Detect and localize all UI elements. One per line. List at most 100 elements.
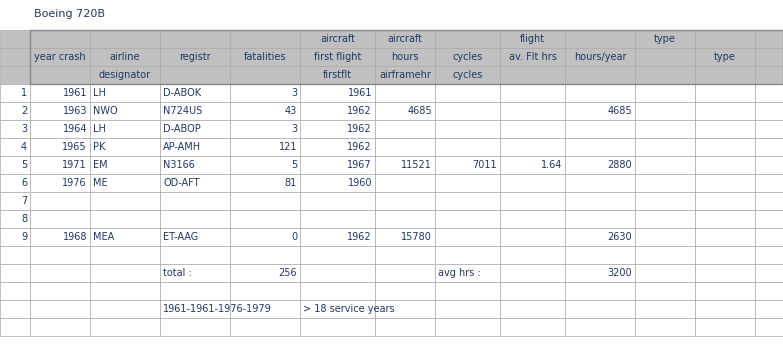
Text: 3: 3	[21, 124, 27, 134]
Bar	[500, 174, 565, 192]
Bar	[90, 282, 160, 300]
Bar	[90, 156, 160, 174]
Bar	[30, 30, 90, 48]
Text: LH: LH	[93, 88, 106, 98]
Bar	[375, 282, 435, 300]
Bar	[90, 138, 160, 156]
Text: hours/year: hours/year	[574, 52, 626, 62]
Bar	[0, 30, 30, 48]
Text: 11521: 11521	[401, 160, 432, 170]
Text: 1960: 1960	[348, 178, 372, 188]
Bar	[565, 246, 635, 264]
Bar	[230, 174, 300, 192]
Bar	[500, 264, 565, 282]
Bar	[30, 282, 90, 300]
Bar	[30, 120, 90, 138]
Bar	[160, 192, 230, 210]
Bar	[300, 282, 375, 300]
Bar	[300, 120, 375, 138]
Bar	[565, 282, 635, 300]
Bar	[435, 318, 500, 336]
Text: 1962: 1962	[348, 106, 372, 116]
Bar	[635, 282, 695, 300]
Bar	[230, 102, 300, 120]
Bar	[755, 48, 783, 66]
Bar	[30, 174, 90, 192]
Bar	[695, 138, 755, 156]
Bar	[565, 210, 635, 228]
Bar	[30, 300, 90, 318]
Bar	[375, 120, 435, 138]
Text: av. Flt hrs: av. Flt hrs	[509, 52, 557, 62]
Text: registr: registr	[179, 52, 211, 62]
Bar	[435, 120, 500, 138]
Bar	[695, 318, 755, 336]
Text: 1976: 1976	[63, 178, 87, 188]
Text: 9: 9	[21, 232, 27, 242]
Text: 4685: 4685	[407, 106, 432, 116]
Bar	[565, 192, 635, 210]
Bar	[695, 120, 755, 138]
Bar	[755, 174, 783, 192]
Bar	[0, 264, 30, 282]
Text: 1962: 1962	[348, 232, 372, 242]
Bar	[565, 48, 635, 66]
Bar	[695, 156, 755, 174]
Bar	[565, 156, 635, 174]
Bar	[160, 120, 230, 138]
Bar	[565, 264, 635, 282]
Text: D-ABOK: D-ABOK	[163, 88, 201, 98]
Text: aircraft: aircraft	[388, 34, 423, 44]
Bar	[755, 102, 783, 120]
Bar	[90, 228, 160, 246]
Bar	[375, 66, 435, 84]
Bar	[375, 246, 435, 264]
Text: ET-AAG: ET-AAG	[163, 232, 198, 242]
Text: 81: 81	[285, 178, 297, 188]
Text: 43: 43	[285, 106, 297, 116]
Bar	[160, 156, 230, 174]
Bar	[230, 246, 300, 264]
Bar	[0, 48, 30, 66]
Text: 4685: 4685	[608, 106, 632, 116]
Text: LH: LH	[93, 124, 106, 134]
Bar	[160, 264, 230, 282]
Bar	[755, 300, 783, 318]
Bar	[375, 210, 435, 228]
Bar	[160, 30, 230, 48]
Bar	[300, 30, 375, 48]
Bar	[635, 156, 695, 174]
Bar	[755, 120, 783, 138]
Bar	[500, 228, 565, 246]
Bar	[300, 102, 375, 120]
Text: 3: 3	[290, 124, 297, 134]
Bar	[500, 156, 565, 174]
Bar	[755, 210, 783, 228]
Bar	[435, 192, 500, 210]
Bar	[0, 102, 30, 120]
Bar	[230, 138, 300, 156]
Bar	[160, 210, 230, 228]
Bar	[90, 30, 160, 48]
Text: 1961: 1961	[348, 88, 372, 98]
Bar	[375, 138, 435, 156]
Bar	[435, 102, 500, 120]
Bar	[90, 318, 160, 336]
Bar	[300, 210, 375, 228]
Text: 7: 7	[21, 196, 27, 206]
Bar	[635, 66, 695, 84]
Bar	[565, 30, 635, 48]
Text: 1962: 1962	[348, 124, 372, 134]
Text: 5: 5	[21, 160, 27, 170]
Bar	[0, 0, 783, 25]
Bar	[160, 318, 230, 336]
Bar	[300, 48, 375, 66]
Bar	[500, 192, 565, 210]
Bar	[90, 120, 160, 138]
Bar	[695, 210, 755, 228]
Bar	[695, 192, 755, 210]
Bar	[435, 156, 500, 174]
Bar	[30, 264, 90, 282]
Bar	[230, 264, 300, 282]
Bar	[230, 300, 300, 318]
